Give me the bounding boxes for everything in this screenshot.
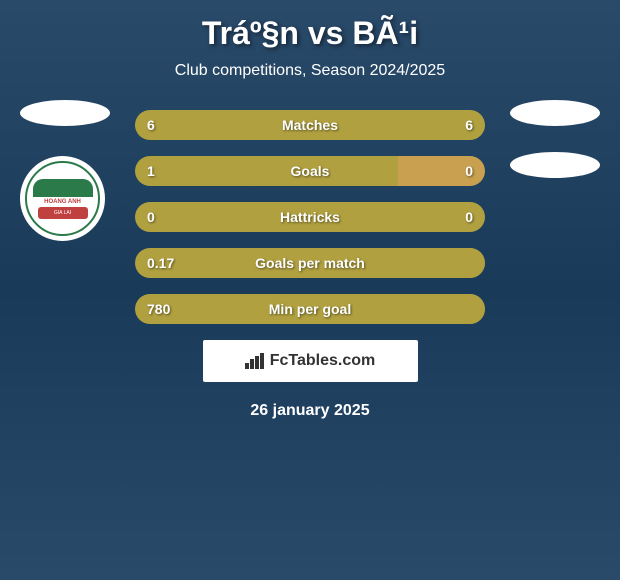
stat-row: 1 0 Goals bbox=[135, 156, 485, 186]
stat-label: Goals bbox=[291, 163, 330, 179]
fctables-logo-box[interactable]: FcTables.com bbox=[203, 340, 418, 382]
badge-top-shape bbox=[33, 179, 93, 197]
chart-icon bbox=[245, 353, 265, 369]
stat-bar-left bbox=[135, 156, 398, 186]
main-container: Tráº§n vs BÃ¹i Club competitions, Season… bbox=[0, 0, 620, 435]
page-title: Tráº§n vs BÃ¹i bbox=[0, 15, 620, 52]
stat-label: Matches bbox=[282, 117, 338, 133]
page-subtitle: Club competitions, Season 2024/2025 bbox=[0, 62, 620, 80]
logo-content: FcTables.com bbox=[245, 352, 376, 370]
stat-value-right: 6 bbox=[465, 117, 473, 133]
badge-text-2: GIA LAI bbox=[38, 207, 88, 219]
club-badge-inner: HOANG ANH GIA LAI bbox=[25, 161, 100, 236]
logo-text: FcTables.com bbox=[270, 352, 376, 370]
stat-value-left: 780 bbox=[147, 301, 170, 317]
stat-value-right: 0 bbox=[465, 163, 473, 179]
stat-value-left: 0.17 bbox=[147, 255, 174, 271]
stat-value-right: 0 bbox=[465, 209, 473, 225]
stat-value-left: 0 bbox=[147, 209, 155, 225]
stat-label: Goals per match bbox=[255, 255, 365, 271]
player-ellipse-left bbox=[20, 100, 110, 126]
date-text: 26 january 2025 bbox=[0, 402, 620, 420]
badge-text-1: HOANG ANH bbox=[44, 199, 81, 205]
stat-row: 780 Min per goal bbox=[135, 294, 485, 324]
stat-rows: 6 6 Matches 1 0 Goals 0 0 Hattricks 0.17 Goals per… bbox=[135, 110, 485, 324]
stat-label: Min per goal bbox=[269, 301, 351, 317]
player-ellipse-right-2 bbox=[510, 152, 600, 178]
stat-row: 6 6 Matches bbox=[135, 110, 485, 140]
stat-label: Hattricks bbox=[280, 209, 340, 225]
stat-value-left: 1 bbox=[147, 163, 155, 179]
player-ellipse-right-1 bbox=[510, 100, 600, 126]
left-badges: HOANG ANH GIA LAI bbox=[20, 100, 110, 241]
stat-value-left: 6 bbox=[147, 117, 155, 133]
club-badge-left: HOANG ANH GIA LAI bbox=[20, 156, 105, 241]
stat-row: 0.17 Goals per match bbox=[135, 248, 485, 278]
stat-row: 0 0 Hattricks bbox=[135, 202, 485, 232]
stats-area: HOANG ANH GIA LAI 6 6 Matches 1 0 Goals 0 0 Hatt… bbox=[0, 110, 620, 324]
right-badges bbox=[510, 100, 600, 208]
